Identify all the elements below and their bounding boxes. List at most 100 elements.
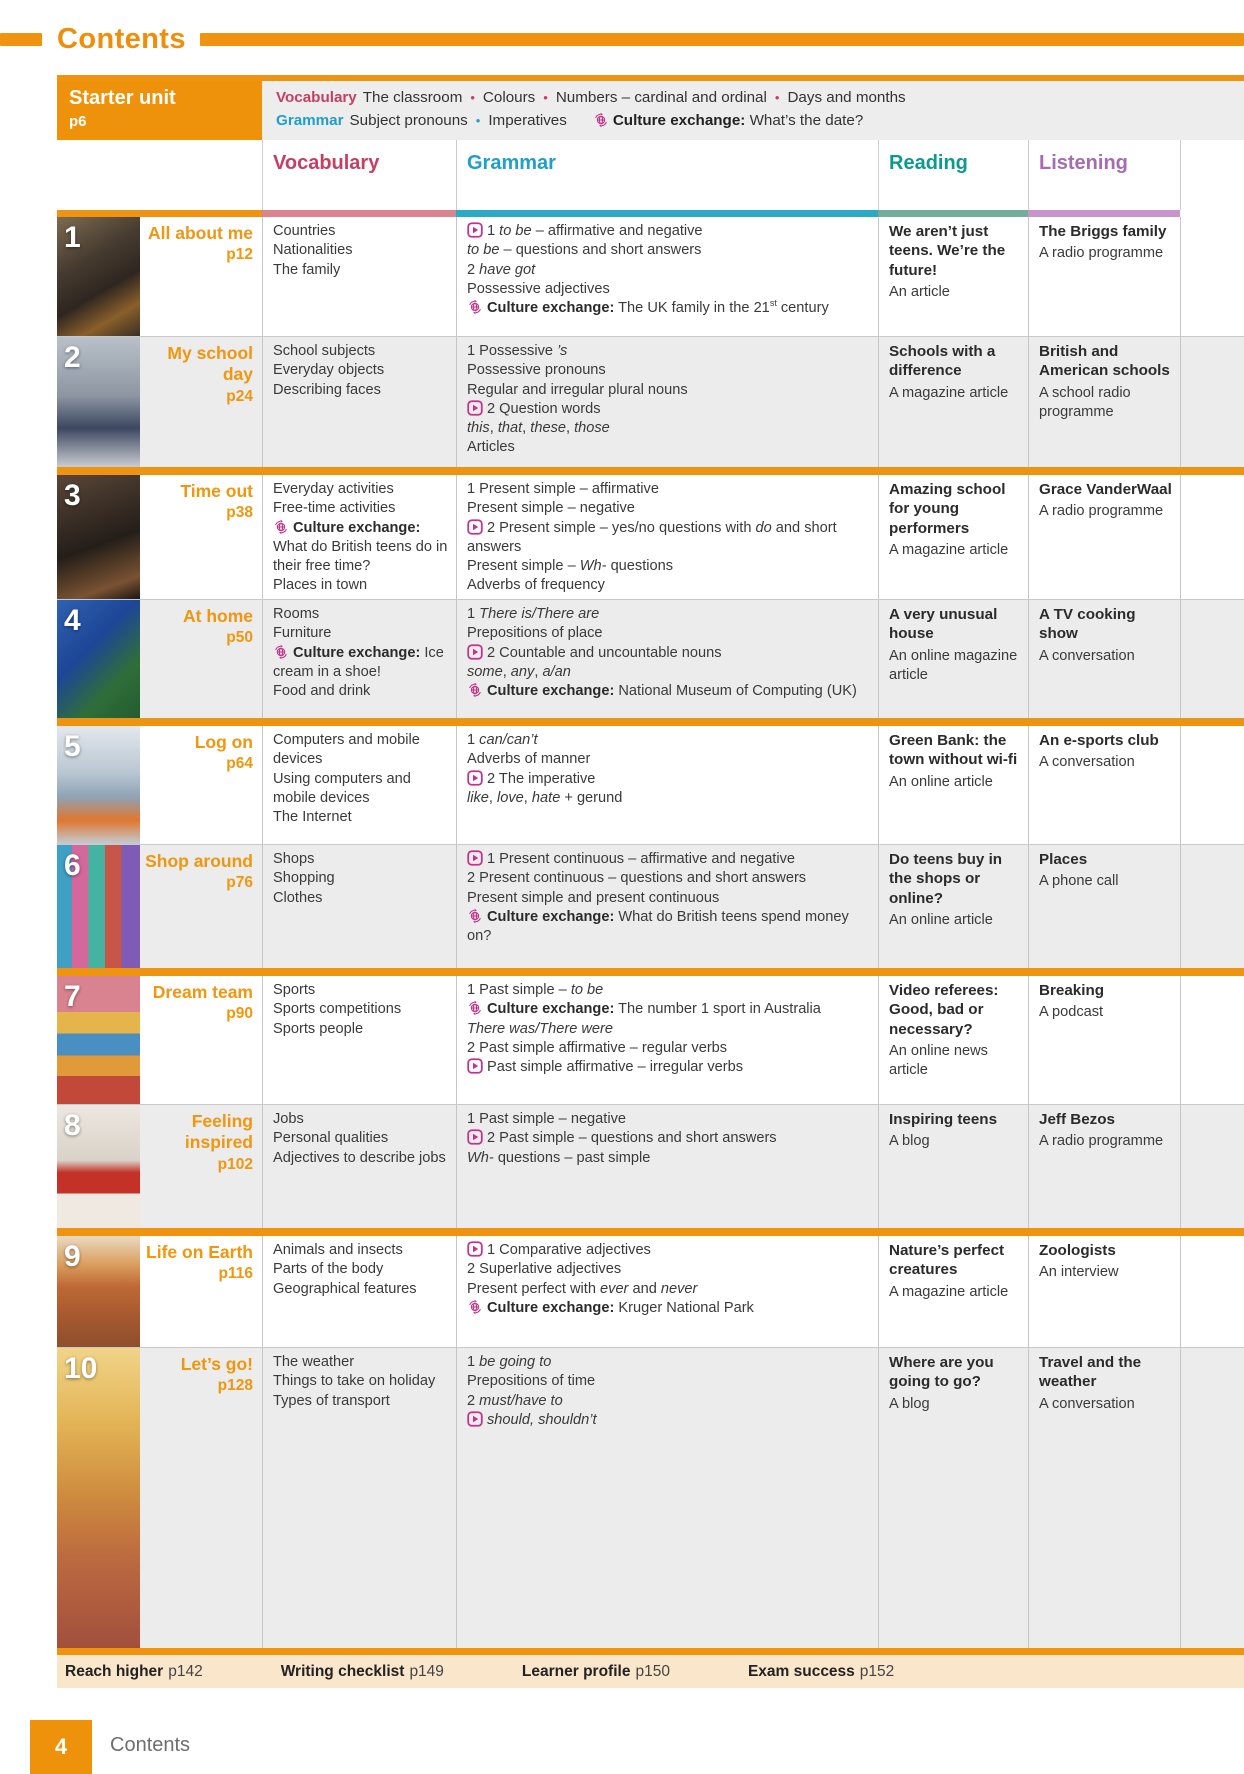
culture-exchange-icon	[467, 1000, 483, 1016]
row-end-spacer	[1180, 217, 1244, 336]
play-icon	[467, 222, 483, 238]
list-item: Numbers – cardinal and ordinal	[555, 89, 767, 106]
content-line: Furniture	[273, 625, 332, 642]
list-item: Imperatives	[488, 111, 567, 129]
content-line: Jobs	[273, 1111, 304, 1127]
starter-culture-exchange: Culture exchange: What’s the date?	[593, 112, 863, 129]
unit-reading-cell: Schools with a difference A magazine art…	[878, 337, 1028, 467]
unit-listening-cell: Places A phone call	[1028, 845, 1180, 968]
list-item: Colours	[482, 89, 536, 106]
content-line: 1 Present continuous – affirmative and n…	[467, 850, 870, 869]
content-line: Nationalities	[273, 242, 353, 259]
content-line: Adjectives to describe jobs	[273, 1149, 446, 1166]
content-line: Present simple – Wh- questions	[467, 558, 674, 574]
unit-title: All about me	[147, 223, 253, 243]
unit-title: My school day	[167, 343, 253, 385]
unit-title: Let’s go!	[180, 1354, 253, 1374]
unit-title-cell: Dream team p90	[140, 976, 262, 1104]
listening-type: A school radio programme	[1039, 384, 1131, 420]
unit-title-cell: Life on Earth p116	[140, 1236, 262, 1347]
content-line: Computers and mobile devices	[273, 732, 420, 768]
play-icon	[467, 1058, 483, 1074]
listening-type: A radio programme	[1039, 1133, 1164, 1150]
content-line: Adverbs of manner	[467, 751, 591, 768]
unit-grammar-cell: 1 Present continuous – affirmative and n…	[456, 845, 878, 968]
unit-row: 2 My school day p24 School subjects Every…	[57, 337, 1244, 467]
unit-listening-cell: British and American schools A school ra…	[1028, 337, 1180, 467]
content-line: Describing faces	[273, 381, 381, 398]
content-line: 2 Countable and uncountable nouns	[467, 643, 870, 663]
orange-divider	[57, 718, 1244, 726]
starter-vocabulary-line: Vocabulary The classroom • Colours • Numbers …	[276, 87, 1230, 110]
unit-vocabulary-cell: Computers and mobile devices Using comput…	[262, 726, 456, 844]
row-end-spacer	[1180, 337, 1244, 467]
content-line: 1 Past simple – to be	[467, 982, 604, 998]
unit-title: Dream team	[152, 982, 253, 1002]
listening-title: Jeff Bezos	[1039, 1111, 1115, 1128]
column-header-end-spacer	[1180, 140, 1244, 210]
reading-type: A blog	[889, 1133, 930, 1150]
unit-number: 1	[64, 221, 81, 254]
unit-vocabulary-cell: Rooms Furniture Culture exchange: Ice crea…	[262, 600, 456, 718]
unit-vocabulary-cell: The weather Things to take on holiday Type…	[262, 1348, 456, 1648]
content-line: Culture exchange: The number 1 sport in …	[467, 1000, 870, 1019]
unit-listening-cell: Jeff Bezos A radio programme	[1028, 1105, 1180, 1228]
culture-exchange-icon	[467, 682, 483, 698]
reading-type: A magazine article	[889, 1283, 1009, 1300]
unit-vocabulary-cell: Everyday activities Free-time activities C…	[262, 475, 456, 599]
column-bar-grammar	[456, 210, 878, 217]
unit-grammar-cell: 1 Comparative adjectives 2 Superlative ad…	[456, 1236, 878, 1347]
unit-title: Feeling inspired	[184, 1111, 253, 1153]
reading-title: Inspiring teens	[889, 1111, 998, 1128]
content-line: Free-time activities	[273, 500, 396, 517]
content-line: to be – questions and short answers	[467, 242, 702, 259]
unit-number: 6	[64, 849, 81, 882]
unit-title: Time out	[180, 481, 253, 501]
row-end-spacer	[1180, 1236, 1244, 1347]
content-line: There was/There were	[467, 1020, 613, 1037]
reading-title: Green Bank: the town without wi-fi	[889, 732, 1018, 769]
unit-grammar-cell: 1 be going to Prepositions of time 2 must/…	[456, 1348, 878, 1648]
unit-title-cell: At home p50	[140, 600, 262, 718]
play-icon	[467, 850, 483, 866]
unit-title-cell: Log on p64	[140, 726, 262, 844]
unit-grammar-cell: 1 Past simple – to be Culture exchange: T…	[456, 976, 878, 1104]
listening-title: An e-sports club	[1039, 732, 1159, 749]
content-line: 1 Comparative adjectives	[467, 1241, 870, 1260]
unit-photo: 2	[57, 337, 140, 467]
nav-learner-profile: Learner profile p150	[521, 1662, 670, 1680]
content-line: should, shouldn’t	[467, 1411, 870, 1430]
unit-photo: 9	[57, 1236, 140, 1347]
unit-page: p64	[226, 755, 253, 773]
culture-exchange-icon	[467, 1299, 483, 1315]
content-line: Rooms	[273, 606, 320, 622]
content-line: Past simple affirmative – irregular verb…	[467, 1058, 870, 1077]
unit-page: p90	[226, 1005, 253, 1023]
unit-grammar-cell: 1 Possessive ’s Possessive pronouns Regula…	[456, 337, 878, 467]
reading-type: An online article	[889, 912, 993, 929]
page-title: Contents	[57, 22, 186, 55]
unit-photo: 1	[57, 217, 140, 336]
unit-vocabulary-cell: Countries Nationalities The family	[262, 217, 456, 336]
unit-number: 5	[64, 730, 81, 763]
unit-title-cell: Let’s go! p128	[140, 1348, 262, 1648]
unit-row: 3 Time out p38 Everyday activities Free-t…	[57, 475, 1244, 600]
row-end-spacer	[1180, 1105, 1244, 1228]
listening-type: A conversation	[1039, 754, 1135, 771]
reading-type: A blog	[889, 1395, 930, 1412]
unit-reading-cell: Inspiring teens A blog	[878, 1105, 1028, 1228]
content-line: Countries	[273, 223, 336, 239]
content-line: School subjects	[273, 343, 376, 359]
culture-exchange-text: What’s the date?	[749, 111, 864, 129]
list-item: Days and months	[787, 89, 906, 106]
play-icon	[467, 1411, 483, 1427]
unit-number: 2	[64, 341, 81, 374]
content-line: Types of transport	[273, 1392, 390, 1409]
listening-type: A phone call	[1039, 873, 1119, 890]
nav-writing-checklist: Writing checklist p149	[280, 1662, 444, 1680]
listening-title: Grace VanderWaal	[1039, 481, 1172, 498]
content-line: Sports people	[273, 1020, 364, 1037]
play-icon	[467, 643, 483, 660]
row-end-spacer	[1180, 475, 1244, 599]
header-bar-left	[0, 32, 42, 46]
